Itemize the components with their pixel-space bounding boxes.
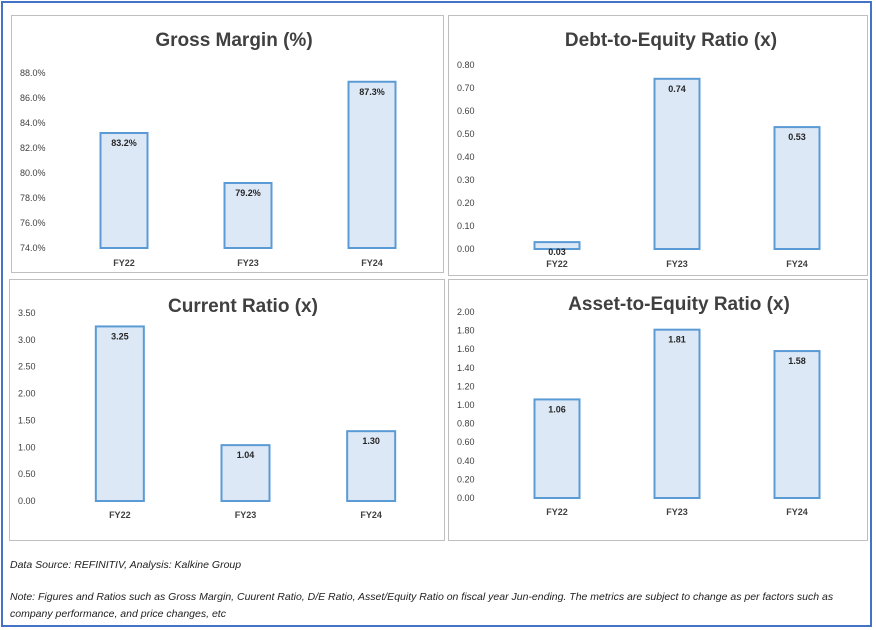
y-tick-label: 78.0%: [20, 193, 46, 203]
x-tick-label: FY23: [666, 507, 688, 517]
x-tick-label: FY24: [786, 259, 808, 269]
y-tick-label: 0.10: [457, 221, 475, 231]
data-label: 1.81: [668, 335, 686, 345]
bar-fy24: [346, 430, 397, 503]
bar-fy24: [773, 350, 821, 499]
bar-fy22: [99, 132, 149, 249]
data-label: 1.30: [362, 436, 380, 446]
chart-svg: Debt-to-Equity Ratio (x) 0.00 0.10 0.20 0.30…: [457, 30, 821, 269]
y-tick-label: 0.30: [457, 175, 475, 185]
y-tick-label: 86.0%: [20, 93, 46, 103]
bar-fy24: [347, 80, 397, 249]
data-label: 1.58: [788, 356, 806, 366]
y-tick-label: 0.70: [457, 83, 475, 93]
bar-fy22: [533, 241, 581, 251]
bar-fy24: [773, 126, 821, 250]
chart-svg: Current Ratio (x) 0.00 0.50 1.00 1.50 2.00 2.5…: [18, 296, 397, 520]
x-tick-label: FY24: [360, 510, 382, 520]
y-tick-label: 1.50: [18, 415, 36, 425]
x-tick-label: FY23: [235, 510, 257, 520]
x-tick-label: FY24: [361, 258, 383, 268]
y-tick-label: 2.50: [18, 362, 36, 372]
chart-title: Asset-to-Equity Ratio (x): [568, 294, 790, 315]
footnote-text: Note: Figures and Ratios such as Gross M…: [10, 591, 834, 620]
y-tick-label: 1.00: [18, 442, 36, 452]
y-tick-label: 1.00: [457, 400, 475, 410]
data-label: 0.53: [788, 132, 806, 142]
chart-title: Current Ratio (x): [168, 296, 318, 317]
bar-fy23: [653, 77, 701, 250]
data-label: 87.3%: [359, 87, 385, 97]
bar-fy23: [653, 328, 701, 499]
x-tick-label: FY23: [237, 258, 259, 268]
y-tick-label: 82.0%: [20, 143, 46, 153]
data-label: 0.03: [548, 247, 566, 257]
y-tick-label: 0.60: [457, 106, 475, 116]
data-label: 83.2%: [111, 138, 137, 148]
y-tick-label: 0.00: [457, 493, 475, 503]
y-tick-label: 1.40: [457, 363, 475, 373]
y-tick-label: 80.0%: [20, 168, 46, 178]
x-tick-label: FY22: [546, 507, 568, 517]
data-label: 1.06: [548, 404, 566, 414]
y-tick-label: 0.20: [457, 474, 475, 484]
debt-to-equity-chart: Debt-to-Equity Ratio (x) 0.00 0.10 0.20 0.30…: [448, 15, 868, 276]
data-label: 1.04: [237, 450, 255, 460]
y-tick-label: 84.0%: [20, 118, 46, 128]
current-ratio-chart: Current Ratio (x) 0.00 0.50 1.00 1.50 2.00 2.5…: [9, 279, 445, 541]
y-tick-label: 0.80: [457, 60, 475, 70]
y-tick-label: 1.20: [457, 381, 475, 391]
x-tick-label: FY22: [546, 259, 568, 269]
y-tick-label: 0.20: [457, 198, 475, 208]
x-tick-label: FY22: [109, 510, 131, 520]
y-tick-label: 1.80: [457, 326, 475, 336]
data-label: 3.25: [111, 331, 129, 341]
chart-title: Debt-to-Equity Ratio (x): [565, 30, 777, 51]
data-label: 79.2%: [235, 188, 261, 198]
chart-title: Gross Margin (%): [155, 30, 312, 51]
y-tick-label: 0.80: [457, 419, 475, 429]
bar-fy22: [533, 398, 581, 499]
y-tick-label: 0.50: [18, 469, 36, 479]
y-tick-label: 0.40: [457, 152, 475, 162]
data-label: 0.74: [668, 84, 686, 94]
x-tick-label: FY24: [786, 507, 808, 517]
y-tick-label: 0.00: [18, 496, 36, 506]
chart-svg: Asset-to-Equity Ratio (x) 0.00 0.20 0.40 0.6…: [457, 294, 821, 517]
y-tick-label: 3.50: [18, 308, 36, 318]
y-tick-label: 0.60: [457, 437, 475, 447]
asset-to-equity-chart: Asset-to-Equity Ratio (x) 0.00 0.20 0.40 0.6…: [448, 279, 868, 541]
y-tick-label: 3.00: [18, 335, 36, 345]
y-tick-label: 0.50: [457, 129, 475, 139]
chart-svg: Gross Margin (%) 74.0% 76.0% 78.0% 80.0% 82.0…: [20, 30, 397, 268]
y-tick-label: 76.0%: [20, 218, 46, 228]
y-tick-label: 2.00: [18, 389, 36, 399]
y-tick-label: 2.00: [457, 307, 475, 317]
bar-fy23: [223, 182, 273, 249]
y-tick-label: 0.40: [457, 456, 475, 466]
x-tick-label: FY23: [666, 259, 688, 269]
x-tick-label: FY22: [113, 258, 135, 268]
bar-fy23: [220, 444, 271, 503]
bar-fy22: [94, 325, 145, 502]
gross-margin-chart: Gross Margin (%) 74.0% 76.0% 78.0% 80.0% 82.0…: [11, 15, 444, 273]
y-tick-label: 1.60: [457, 344, 475, 354]
y-tick-label: 74.0%: [20, 243, 46, 253]
y-tick-label: 88.0%: [20, 68, 46, 78]
y-tick-label: 0.00: [457, 244, 475, 254]
data-source-text: Data Source: REFINITIV, Analysis: Kalkin…: [10, 559, 242, 571]
